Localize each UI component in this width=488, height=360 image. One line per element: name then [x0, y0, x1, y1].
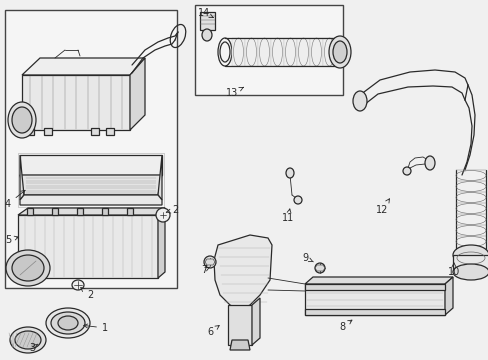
- Polygon shape: [158, 208, 164, 278]
- Ellipse shape: [285, 168, 293, 178]
- Polygon shape: [323, 38, 335, 66]
- Ellipse shape: [58, 316, 78, 330]
- Bar: [5, 10, 177, 288]
- Ellipse shape: [12, 107, 32, 133]
- Polygon shape: [22, 75, 130, 130]
- Ellipse shape: [402, 167, 410, 175]
- Polygon shape: [227, 305, 251, 345]
- Polygon shape: [102, 208, 108, 215]
- Polygon shape: [452, 255, 488, 272]
- Polygon shape: [284, 38, 296, 66]
- Polygon shape: [130, 58, 145, 130]
- Polygon shape: [20, 175, 162, 195]
- Text: 12: 12: [375, 199, 388, 215]
- Text: 1: 1: [83, 323, 108, 333]
- Polygon shape: [27, 208, 33, 215]
- Ellipse shape: [452, 264, 488, 280]
- Ellipse shape: [293, 196, 302, 204]
- Ellipse shape: [72, 280, 84, 290]
- Polygon shape: [305, 284, 444, 315]
- Polygon shape: [20, 155, 162, 175]
- Ellipse shape: [452, 245, 488, 265]
- Ellipse shape: [51, 312, 85, 334]
- Polygon shape: [158, 155, 162, 200]
- Polygon shape: [305, 277, 452, 284]
- Polygon shape: [44, 128, 52, 135]
- Polygon shape: [22, 58, 145, 75]
- Text: 8: 8: [338, 320, 351, 332]
- Text: 11: 11: [281, 209, 293, 223]
- Ellipse shape: [352, 91, 366, 111]
- Ellipse shape: [12, 255, 44, 281]
- Polygon shape: [26, 128, 34, 135]
- Ellipse shape: [314, 263, 325, 273]
- Ellipse shape: [10, 327, 46, 353]
- Polygon shape: [18, 215, 158, 278]
- Polygon shape: [251, 298, 260, 345]
- Polygon shape: [314, 265, 325, 271]
- Polygon shape: [18, 208, 164, 215]
- Ellipse shape: [202, 29, 212, 41]
- Text: 9: 9: [301, 253, 313, 263]
- Text: 3: 3: [29, 343, 38, 353]
- Polygon shape: [77, 208, 83, 215]
- Text: 6: 6: [206, 325, 219, 337]
- Text: 7: 7: [201, 265, 209, 275]
- Polygon shape: [309, 38, 323, 66]
- Ellipse shape: [8, 102, 36, 138]
- Polygon shape: [20, 155, 24, 200]
- Polygon shape: [305, 284, 444, 290]
- Polygon shape: [127, 208, 133, 215]
- Ellipse shape: [424, 156, 434, 170]
- Text: 5: 5: [5, 235, 19, 245]
- Text: 13: 13: [225, 87, 243, 98]
- Text: 10: 10: [447, 263, 459, 277]
- Text: 14: 14: [198, 8, 213, 18]
- Ellipse shape: [46, 308, 90, 338]
- Polygon shape: [106, 128, 114, 135]
- Polygon shape: [91, 128, 99, 135]
- Ellipse shape: [328, 36, 350, 68]
- Polygon shape: [231, 38, 244, 66]
- Ellipse shape: [6, 250, 50, 286]
- Ellipse shape: [203, 256, 216, 268]
- Polygon shape: [444, 277, 452, 315]
- Polygon shape: [296, 38, 309, 66]
- Ellipse shape: [156, 208, 170, 222]
- Ellipse shape: [15, 331, 41, 349]
- Ellipse shape: [332, 41, 346, 63]
- Text: 2: 2: [81, 288, 93, 300]
- Polygon shape: [270, 38, 284, 66]
- Polygon shape: [200, 12, 215, 30]
- Polygon shape: [214, 235, 271, 310]
- Polygon shape: [305, 309, 444, 315]
- Polygon shape: [229, 340, 249, 350]
- Polygon shape: [52, 208, 58, 215]
- Polygon shape: [258, 38, 270, 66]
- Polygon shape: [204, 259, 215, 265]
- Bar: [195, 5, 342, 95]
- Polygon shape: [244, 38, 258, 66]
- Text: 4: 4: [5, 190, 25, 209]
- Text: 2: 2: [166, 205, 178, 215]
- Polygon shape: [20, 195, 162, 205]
